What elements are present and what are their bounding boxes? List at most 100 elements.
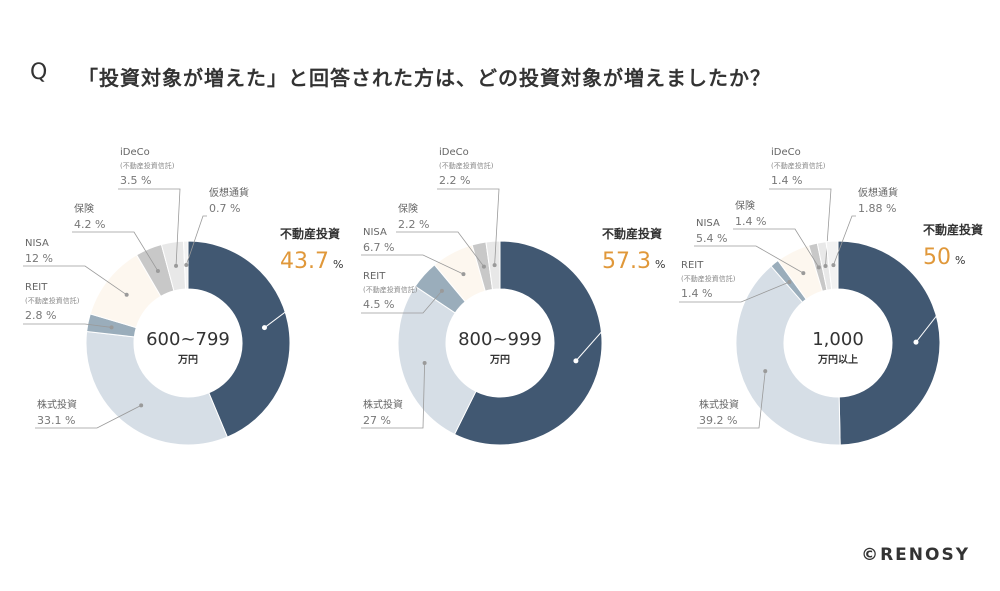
slice-label: 保険 [735,199,755,212]
leader-line [437,188,500,266]
leader-line [697,371,766,429]
leader-line [118,188,181,266]
leader-dot [787,279,792,284]
slice-value: 4.2 % [74,218,105,231]
slice-value: 27 % [363,414,391,427]
slice-sublabel: (不動産投資信託) [439,161,494,170]
leader-dot [913,339,919,345]
leader-dot [461,272,466,277]
center-label: 800~999 [458,329,542,350]
slice-value: 1.4 % [735,215,766,228]
leader-line [361,254,464,275]
donut-slice [187,240,291,438]
leader-line [35,405,142,429]
slice-label: REIT [681,260,704,271]
slice-label: NISA [696,218,720,229]
slice-value: 12 % [25,252,53,265]
center-sublabel: 万円 [489,354,510,366]
leader-dot [124,292,129,297]
slice-value: 50% [923,245,965,270]
slice-label: 保険 [74,202,94,215]
leader-dot [823,264,828,269]
leader-line [694,245,804,274]
slice-label: 保険 [398,202,418,215]
leader-dot [422,361,427,366]
slice-value: 1.4 % [681,287,712,300]
leader-dot [801,271,806,276]
leader-line [185,215,207,266]
leader-line [361,290,443,314]
leader-line [833,215,856,266]
leader-line [72,231,159,272]
leader-dot [439,288,444,293]
slice-sublabel: (不動産投資信託) [120,161,175,170]
slice-value: 5.4 % [696,232,727,245]
donut-slice [837,240,941,446]
leader-line [679,281,790,303]
donut-chart-1: 不動産投資 43.7 % 株式投資 33.1 % REIT (不動産投資信託) 2.8 % NI… [23,147,343,446]
leader-line [264,285,321,329]
slice-label: NISA [363,227,387,238]
slice-label: 仮想通貨 [858,186,898,199]
slice-label: 不動産投資 [602,226,662,241]
slice-value: 4.5 % [363,298,394,311]
slice-label: 仮想通貨 [209,186,249,199]
slice-value: 1.4 % [771,174,802,187]
question-title: 「投資対象が増えた」と回答された方は、どの投資対象が増えましたか？ [78,66,771,90]
slice-label: NISA [25,238,49,249]
slice-value: 43.7% [280,249,343,274]
slice-value: 3.5 % [120,174,151,187]
center-sublabel: 万円以上 [817,353,858,366]
donut-chart-3: 不動産投資 50 % 株式投資 39.2 % REIT (不動産投資信託) 1.4 % NISA… [679,147,983,446]
leader-dot [139,403,144,408]
slice-label: 株式投資 [37,398,77,411]
slice-label: iDeCo [120,147,150,158]
slice-value: 0.7 % [209,202,240,215]
leader-dot [573,358,579,364]
slice-value: 33.1 % [37,414,75,427]
slice-label: 不動産投資 [923,222,983,237]
leader-line [769,188,832,267]
slice-unit: % [655,258,665,271]
slice-label: 株式投資 [699,398,739,411]
slice-label: REIT [25,282,48,293]
slice-value: 39.2 % [699,414,737,427]
copyright-logo: ©RENOSY [861,545,970,565]
slice-value: 57.3% [602,249,665,274]
slice-label: REIT [363,271,386,282]
leader-line [396,231,485,267]
slice-label: 株式投資 [363,398,403,411]
question-mark: Q [30,60,48,85]
slice-value: 2.2 % [398,218,429,231]
center-label: 600~799 [146,329,230,350]
slice-label: iDeCo [771,147,801,158]
leader-dot [261,325,267,331]
slice-sublabel: (不動産投資信託) [25,296,80,305]
leader-line [733,228,820,268]
center-sublabel: 万円 [177,354,198,366]
leader-line [575,285,643,362]
leader-dot [109,325,114,330]
leader-line [23,265,127,296]
slice-value: 2.2 % [439,174,470,187]
slice-sublabel: (不動産投資信託) [681,274,736,283]
leader-dot [174,263,179,268]
slice-unit: % [955,254,965,267]
center-label: 1,000 [812,329,864,350]
leader-dot [155,269,160,274]
leader-dot [816,265,821,270]
leader-line [23,323,112,328]
slice-sublabel: (不動産投資信託) [363,285,418,294]
slice-value: 6.7 % [363,241,394,254]
leader-line [915,281,964,343]
slice-label: iDeCo [439,147,469,158]
donut-slice [397,285,477,435]
slice-label: 不動産投資 [280,226,340,241]
slice-value: 2.8 % [25,309,56,322]
leader-dot [492,263,497,268]
slice-sublabel: (不動産投資信託) [771,161,826,170]
slice-value: 1.88 % [858,202,896,215]
leader-dot [831,263,836,268]
leader-dot [481,264,486,269]
